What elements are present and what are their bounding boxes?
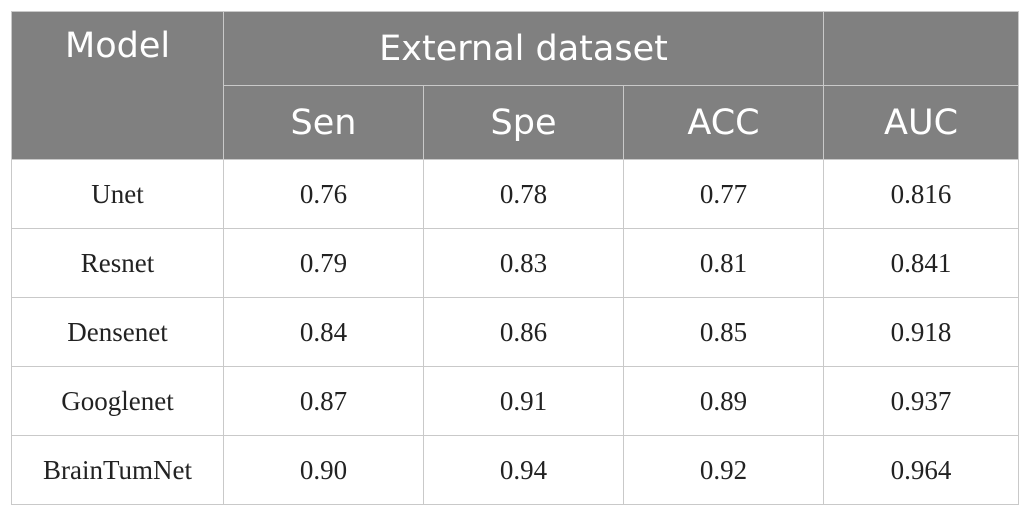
auc-cell: 0.918 [823, 297, 1020, 367]
acc-column-header: ACC [622, 85, 825, 160]
table-row: Unet 0.76 0.78 0.77 0.816 [11, 159, 1020, 229]
table-row: Densenet 0.84 0.86 0.85 0.918 [11, 297, 1020, 367]
spe-cell: 0.83 [423, 228, 624, 298]
spe-cell: 0.94 [423, 435, 624, 505]
model-name-cell: Unet [11, 159, 224, 229]
table-body: Unet 0.76 0.78 0.77 0.816 Resnet 0.79 0.… [11, 159, 1020, 505]
acc-cell: 0.77 [622, 159, 825, 229]
sen-column-header: Sen [223, 85, 424, 160]
header-row-bottom: Sen Spe ACC AUC [12, 85, 1020, 160]
spe-column-header: Spe [423, 85, 624, 160]
spe-cell: 0.91 [423, 366, 624, 436]
external-dataset-group-header: External dataset [222, 11, 825, 86]
model-name-cell: BrainTumNet [11, 435, 224, 505]
model-name-cell: Densenet [11, 297, 224, 367]
empty-header-cell [823, 11, 1020, 86]
auc-cell: 0.816 [823, 159, 1020, 229]
auc-cell: 0.937 [823, 366, 1020, 436]
table-row: BrainTumNet 0.90 0.94 0.92 0.964 [11, 435, 1020, 505]
auc-column-header: AUC [823, 85, 1020, 160]
sen-cell: 0.76 [223, 159, 424, 229]
auc-cell: 0.841 [823, 228, 1020, 298]
results-table: Model External dataset Sen Spe ACC AUC U… [11, 11, 1020, 505]
sen-cell: 0.79 [223, 228, 424, 298]
acc-cell: 0.85 [622, 297, 825, 367]
model-column-header: Model [11, 11, 224, 160]
model-name-cell: Googlenet [11, 366, 224, 436]
sen-cell: 0.90 [223, 435, 424, 505]
spe-cell: 0.86 [423, 297, 624, 367]
sen-cell: 0.87 [223, 366, 424, 436]
table-header: Model External dataset Sen Spe ACC AUC [11, 11, 1020, 160]
header-row-top: Model External dataset [11, 11, 1020, 160]
acc-cell: 0.92 [622, 435, 825, 505]
model-name-cell: Resnet [11, 228, 224, 298]
sen-cell: 0.84 [223, 297, 424, 367]
acc-cell: 0.89 [622, 366, 825, 436]
acc-cell: 0.81 [622, 228, 825, 298]
table-row: Resnet 0.79 0.83 0.81 0.841 [11, 228, 1020, 298]
auc-cell: 0.964 [823, 435, 1020, 505]
table-row: Googlenet 0.87 0.91 0.89 0.937 [11, 366, 1020, 436]
spe-cell: 0.78 [423, 159, 624, 229]
